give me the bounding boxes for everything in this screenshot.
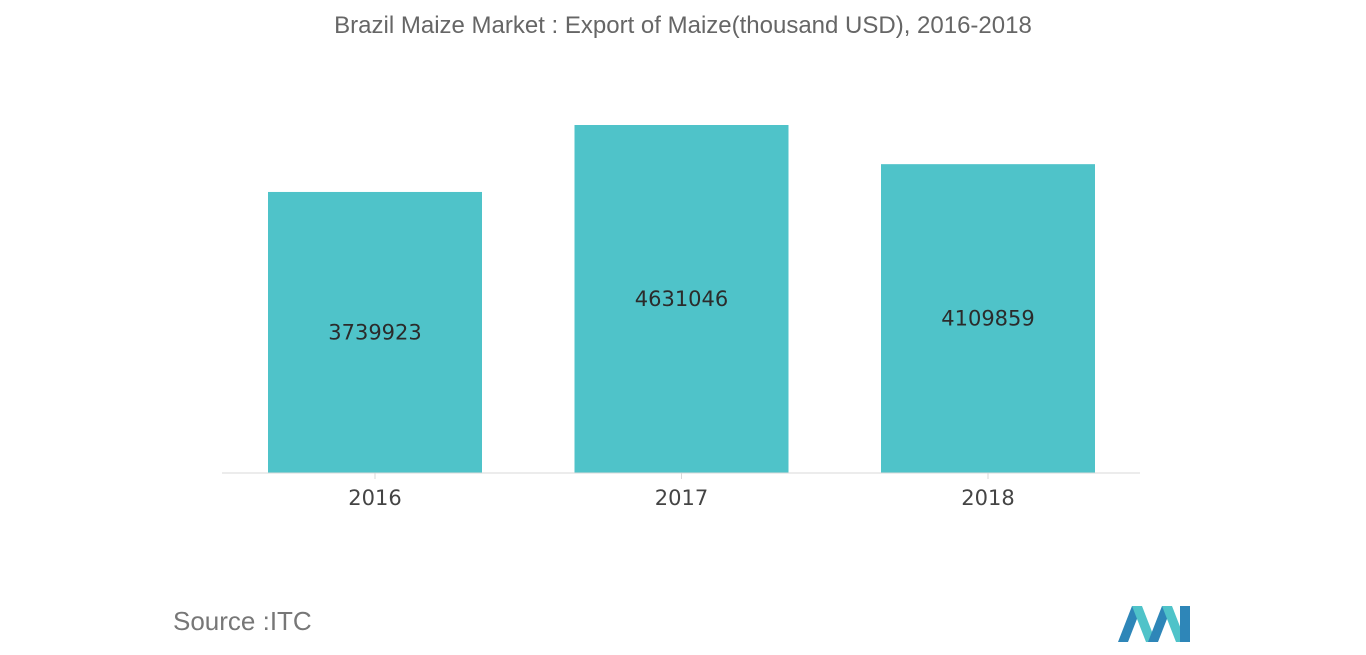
mordor-intelligence-logo-icon	[1118, 606, 1190, 642]
chart-title: Brazil Maize Market : Export of Maize(th…	[334, 12, 1032, 39]
bar-chart: 3739923 2016 4631046 2017 4109859 2018	[222, 125, 1140, 510]
source-label: Source :	[173, 606, 270, 636]
data-label-2017: 4631046	[635, 287, 729, 311]
source-value: ITC	[269, 606, 312, 636]
bar-2017	[574, 125, 789, 473]
bars-group	[268, 125, 1095, 473]
bar-2018	[881, 164, 1095, 473]
x-tick-label-2016: 2016	[348, 486, 401, 510]
x-tick-label-2017: 2017	[655, 486, 708, 510]
x-tick-label-2018: 2018	[961, 486, 1014, 510]
data-label-2018: 4109859	[941, 307, 1035, 331]
labels-group: 3739923 2016 4631046 2017 4109859 2018	[328, 287, 1035, 510]
x-ticks-group	[374, 473, 989, 479]
source-note: Source :ITC	[173, 606, 312, 637]
bar-2016	[268, 191, 482, 473]
data-label-2016: 3739923	[328, 320, 422, 344]
